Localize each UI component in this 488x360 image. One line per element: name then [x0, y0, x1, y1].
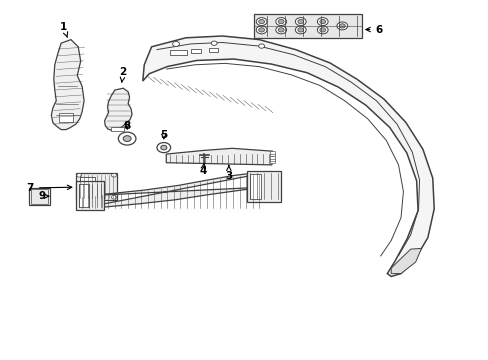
- Bar: [269, 153, 274, 156]
- Text: 1: 1: [60, 22, 67, 37]
- Text: 5: 5: [160, 130, 167, 140]
- Circle shape: [157, 143, 170, 153]
- Bar: [209, 48, 218, 52]
- Circle shape: [319, 28, 325, 32]
- Bar: [269, 158, 274, 161]
- Text: 4: 4: [199, 163, 206, 176]
- Polygon shape: [104, 88, 132, 130]
- Circle shape: [317, 26, 327, 34]
- Circle shape: [123, 136, 131, 141]
- Bar: [59, 113, 73, 122]
- Circle shape: [319, 19, 325, 24]
- Circle shape: [161, 145, 166, 150]
- Text: 2: 2: [120, 67, 126, 82]
- Polygon shape: [78, 174, 261, 209]
- Circle shape: [111, 174, 116, 177]
- Circle shape: [118, 132, 136, 145]
- Circle shape: [317, 18, 327, 26]
- Circle shape: [77, 195, 81, 199]
- Text: 6: 6: [365, 24, 382, 35]
- Circle shape: [339, 24, 345, 28]
- Circle shape: [77, 174, 81, 177]
- Circle shape: [295, 26, 305, 34]
- Bar: [76, 181, 104, 210]
- Text: 9: 9: [38, 191, 49, 201]
- Bar: [31, 189, 48, 204]
- Circle shape: [211, 41, 217, 45]
- Bar: [269, 151, 274, 154]
- Polygon shape: [142, 36, 433, 276]
- Text: 3: 3: [225, 166, 232, 181]
- Circle shape: [275, 26, 286, 34]
- Bar: [269, 156, 274, 158]
- Bar: [76, 173, 117, 200]
- Bar: [254, 14, 361, 38]
- Circle shape: [275, 18, 286, 26]
- Text: 7: 7: [26, 183, 72, 193]
- Bar: [170, 50, 187, 55]
- Circle shape: [297, 28, 303, 32]
- Bar: [269, 160, 274, 163]
- Bar: [29, 188, 50, 205]
- Polygon shape: [390, 248, 421, 274]
- Circle shape: [258, 44, 264, 48]
- Circle shape: [258, 28, 264, 32]
- Bar: [246, 171, 281, 202]
- Bar: [249, 174, 260, 199]
- Circle shape: [297, 19, 303, 24]
- Bar: [79, 184, 89, 207]
- Circle shape: [256, 18, 266, 26]
- Bar: [190, 49, 201, 53]
- Circle shape: [172, 41, 179, 46]
- Circle shape: [295, 18, 305, 26]
- Bar: [111, 127, 123, 131]
- Circle shape: [278, 19, 284, 24]
- Text: 8: 8: [123, 121, 130, 131]
- Bar: [80, 177, 95, 195]
- Polygon shape: [166, 148, 272, 165]
- Circle shape: [258, 19, 264, 24]
- Polygon shape: [51, 40, 84, 130]
- Circle shape: [111, 195, 116, 199]
- Circle shape: [278, 28, 284, 32]
- Circle shape: [336, 22, 347, 30]
- Circle shape: [256, 26, 266, 34]
